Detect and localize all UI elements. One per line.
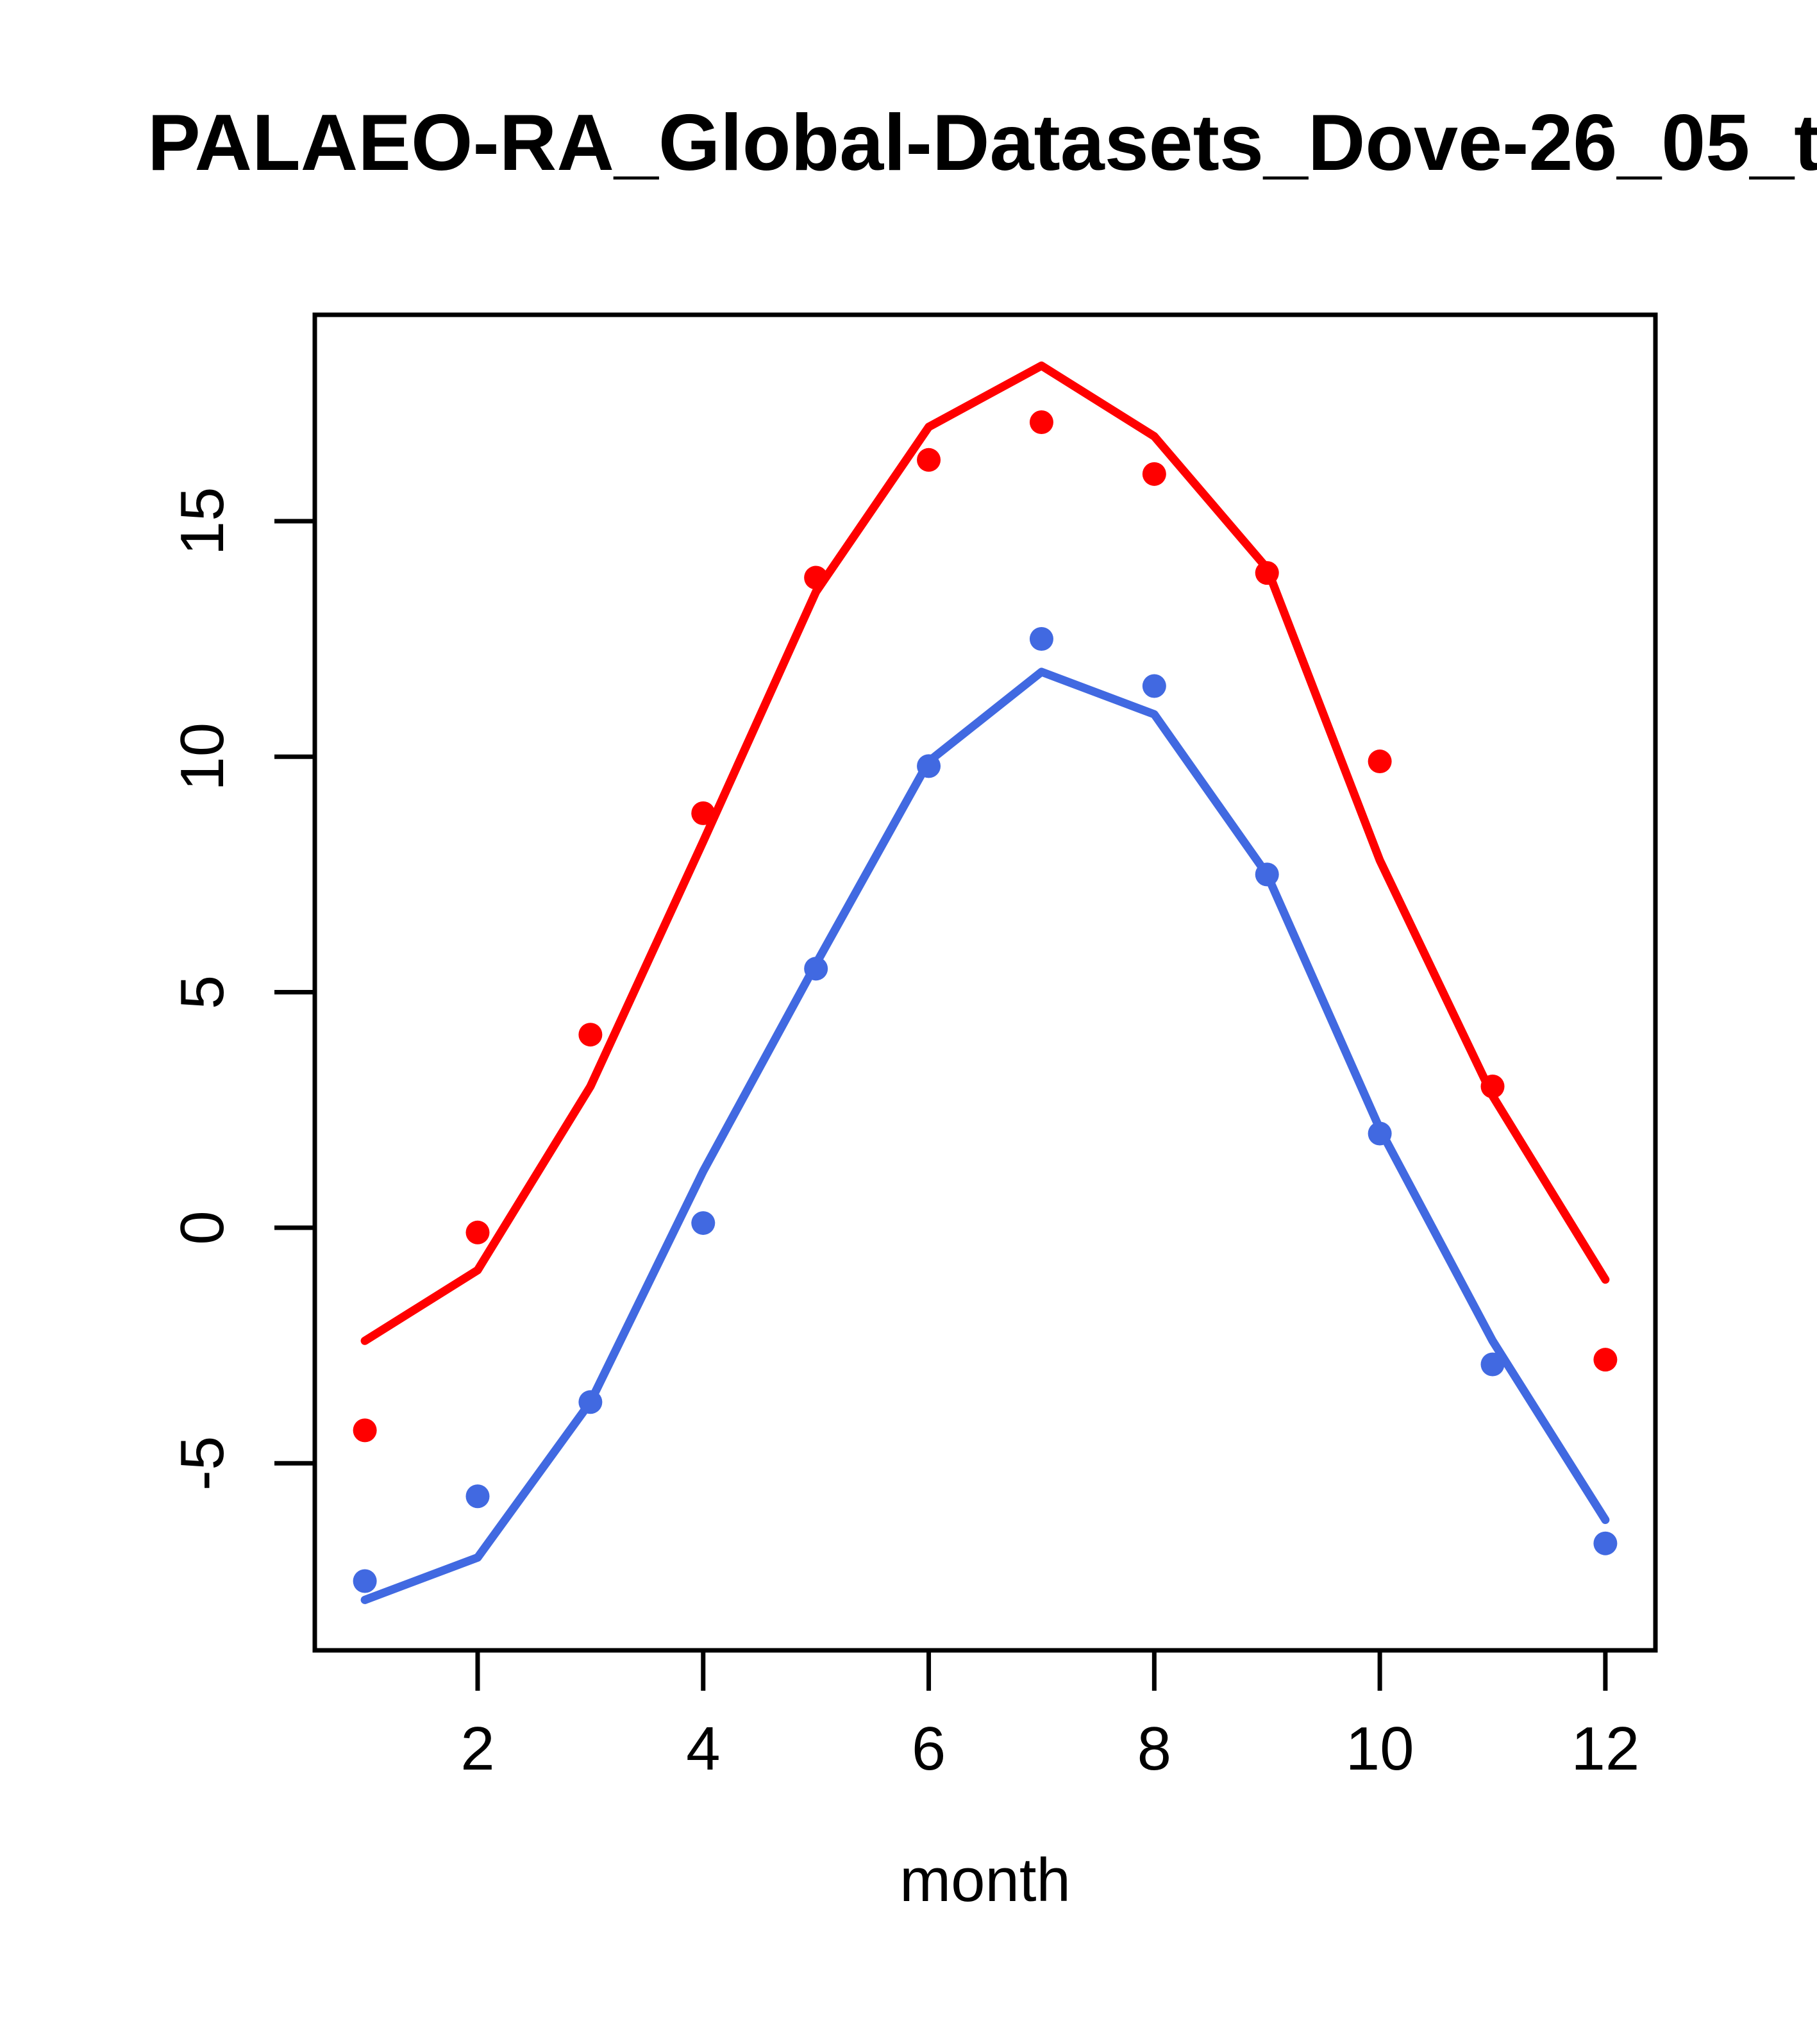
red-points-point (1593, 1348, 1618, 1372)
blue-points-point (1142, 674, 1166, 698)
red-points-point (917, 448, 941, 472)
blue-points-point (578, 1390, 603, 1414)
x-tick-label: 4 (686, 1714, 720, 1783)
chart-title: PALAEO-RA_Global-Datasets_Dove-26_05_ta (147, 99, 1817, 187)
red-points-point (804, 565, 828, 590)
blue-points-point (917, 754, 941, 778)
x-tick-label: 12 (1571, 1714, 1640, 1783)
x-tick-label: 6 (912, 1714, 946, 1783)
red-points-point (1368, 750, 1392, 774)
blue-points-point (1480, 1352, 1505, 1377)
red-points-point (1142, 462, 1166, 486)
red-points-point (465, 1220, 490, 1244)
blue-points-point (465, 1484, 490, 1509)
blue-points-point (1029, 627, 1053, 651)
red-line (360, 361, 1610, 1345)
blue-points-point (1593, 1531, 1618, 1555)
red-points-point (691, 801, 716, 825)
x-axis-label: month (900, 1846, 1071, 1914)
red-points-point (1480, 1075, 1505, 1099)
y-tick-label: 15 (168, 487, 237, 555)
red-points-point (1255, 561, 1279, 585)
blue-points-point (691, 1211, 716, 1236)
blue-points-point (1368, 1121, 1392, 1146)
red-points-point (353, 1418, 377, 1443)
blue-points-point (804, 957, 828, 981)
x-tick-label: 8 (1137, 1714, 1171, 1783)
y-tick-label: -5 (168, 1436, 237, 1491)
blue-points-point (1255, 862, 1279, 887)
y-tick-label: 10 (168, 723, 237, 791)
blue-line (360, 667, 1610, 1604)
plot-box (312, 312, 1658, 1653)
blue-points-point (353, 1569, 377, 1593)
red-points-point (1029, 410, 1053, 435)
y-tick-label: 5 (168, 975, 237, 1009)
x-tick-label: 2 (460, 1714, 494, 1783)
red-points-point (578, 1023, 603, 1047)
x-tick-label: 10 (1346, 1714, 1414, 1783)
y-tick-label: 0 (168, 1210, 237, 1244)
